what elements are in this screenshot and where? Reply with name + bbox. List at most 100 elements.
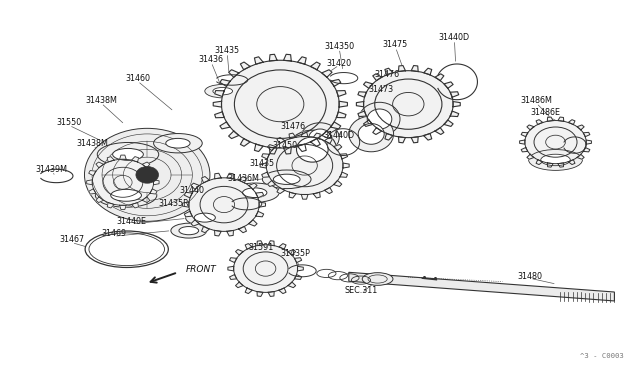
Polygon shape: [284, 147, 291, 154]
Text: 31435: 31435: [250, 159, 275, 168]
Polygon shape: [256, 192, 264, 198]
Polygon shape: [89, 170, 96, 176]
Polygon shape: [228, 266, 234, 271]
Ellipse shape: [171, 223, 207, 238]
Ellipse shape: [262, 170, 311, 189]
Polygon shape: [241, 138, 250, 146]
Text: FRONT: FRONT: [186, 265, 216, 274]
Text: 31473: 31473: [368, 85, 394, 94]
Polygon shape: [268, 292, 274, 296]
Ellipse shape: [367, 109, 392, 129]
Text: 31486M: 31486M: [520, 96, 552, 105]
Polygon shape: [86, 180, 92, 185]
Polygon shape: [521, 148, 528, 152]
Polygon shape: [558, 163, 564, 167]
Text: 31435R: 31435R: [159, 199, 189, 208]
Polygon shape: [202, 176, 209, 183]
Text: 31460: 31460: [125, 74, 150, 83]
Text: 31469: 31469: [101, 229, 127, 238]
Polygon shape: [230, 275, 237, 279]
Polygon shape: [301, 132, 308, 137]
Polygon shape: [444, 82, 453, 88]
Polygon shape: [213, 101, 221, 107]
Polygon shape: [568, 160, 575, 164]
Text: 31435: 31435: [214, 46, 240, 55]
Polygon shape: [411, 137, 418, 143]
Polygon shape: [289, 133, 296, 139]
Polygon shape: [399, 137, 406, 143]
Polygon shape: [249, 220, 257, 226]
Polygon shape: [256, 211, 264, 217]
Ellipse shape: [541, 154, 570, 166]
Polygon shape: [154, 180, 159, 185]
Polygon shape: [269, 147, 277, 154]
Polygon shape: [568, 120, 575, 125]
Text: 31591: 31591: [248, 243, 274, 252]
Text: 31438M: 31438M: [77, 139, 109, 148]
Ellipse shape: [136, 166, 159, 183]
Ellipse shape: [205, 84, 241, 98]
Text: 31440D: 31440D: [324, 131, 355, 140]
Polygon shape: [364, 82, 372, 88]
Polygon shape: [520, 140, 525, 144]
Polygon shape: [245, 244, 252, 249]
Ellipse shape: [273, 174, 300, 185]
Polygon shape: [314, 192, 320, 198]
Polygon shape: [330, 80, 340, 86]
Polygon shape: [249, 183, 257, 189]
Polygon shape: [262, 154, 269, 159]
Polygon shape: [385, 68, 393, 75]
Ellipse shape: [111, 189, 141, 201]
Polygon shape: [310, 62, 320, 70]
Text: 31420: 31420: [326, 59, 352, 68]
Polygon shape: [184, 211, 192, 217]
Polygon shape: [340, 154, 348, 159]
Polygon shape: [96, 197, 104, 202]
Ellipse shape: [349, 116, 394, 152]
Text: 31438M: 31438M: [85, 96, 117, 105]
Polygon shape: [227, 230, 234, 236]
Polygon shape: [444, 120, 453, 126]
Ellipse shape: [221, 60, 339, 148]
Polygon shape: [435, 128, 444, 135]
Polygon shape: [547, 117, 553, 121]
Polygon shape: [96, 162, 104, 168]
Polygon shape: [527, 154, 534, 159]
Polygon shape: [214, 173, 221, 179]
Polygon shape: [298, 57, 306, 64]
Polygon shape: [236, 250, 243, 255]
Ellipse shape: [95, 183, 157, 207]
Polygon shape: [277, 138, 285, 144]
Text: 31440: 31440: [179, 186, 205, 195]
Polygon shape: [284, 54, 291, 61]
Polygon shape: [536, 160, 543, 164]
Polygon shape: [184, 192, 192, 198]
Polygon shape: [358, 111, 367, 116]
Polygon shape: [191, 220, 199, 226]
Text: 31440E: 31440E: [116, 217, 146, 226]
Polygon shape: [322, 131, 332, 138]
Ellipse shape: [358, 124, 384, 144]
Ellipse shape: [309, 129, 331, 146]
Polygon shape: [239, 227, 246, 233]
Polygon shape: [120, 155, 126, 159]
Polygon shape: [230, 258, 237, 263]
Ellipse shape: [92, 159, 154, 205]
Polygon shape: [356, 102, 364, 107]
Ellipse shape: [113, 148, 143, 160]
Polygon shape: [450, 111, 459, 116]
Text: 31439M: 31439M: [35, 165, 67, 174]
Polygon shape: [364, 120, 372, 126]
Polygon shape: [294, 258, 301, 263]
Polygon shape: [268, 145, 276, 151]
Polygon shape: [583, 148, 590, 152]
Polygon shape: [268, 241, 274, 246]
Polygon shape: [399, 65, 406, 71]
Polygon shape: [257, 241, 263, 246]
Polygon shape: [239, 176, 246, 183]
Polygon shape: [227, 173, 234, 179]
Polygon shape: [298, 144, 306, 151]
Polygon shape: [255, 144, 263, 151]
Polygon shape: [349, 272, 614, 301]
Polygon shape: [268, 180, 276, 186]
